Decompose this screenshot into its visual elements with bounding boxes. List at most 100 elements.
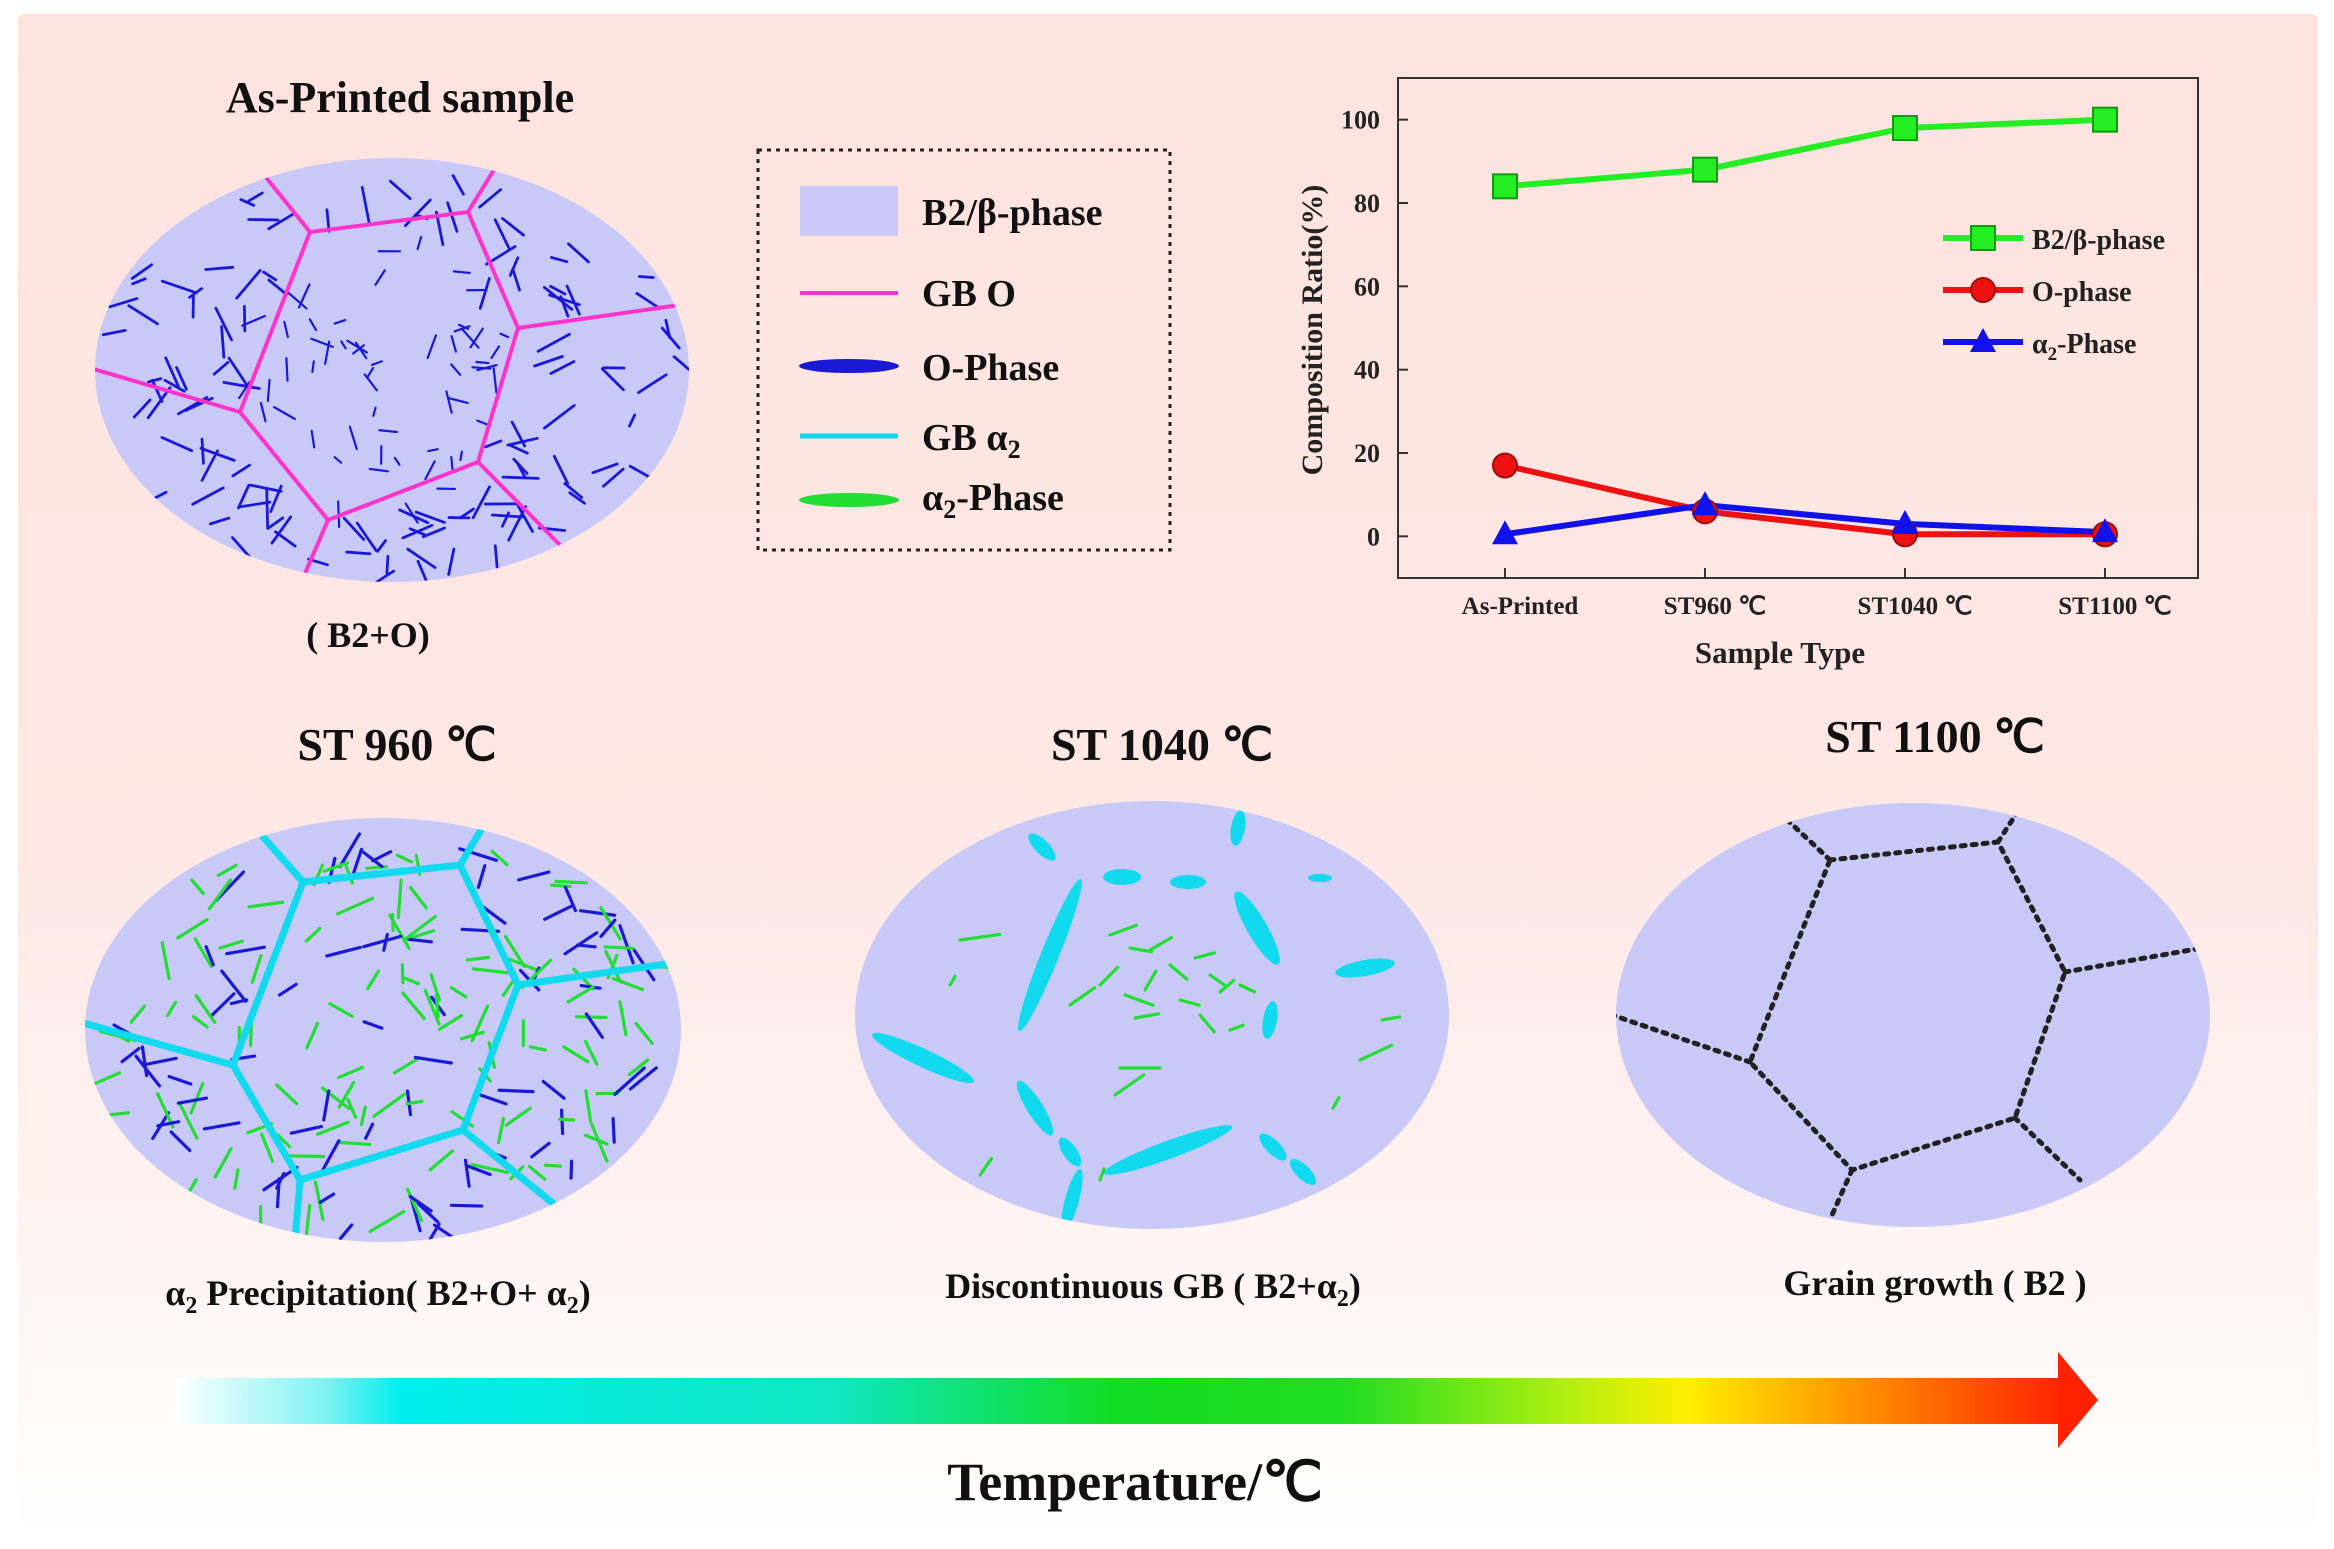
alpha2-needle — [618, 1000, 628, 1037]
alpha2-needle — [1380, 1015, 1402, 1022]
alpha2-needle — [304, 1204, 312, 1238]
alpha2-needle — [304, 926, 322, 943]
o-phase-needle — [401, 523, 434, 540]
composition-chart: 0 20 40 60 80 100 As-Printed ST960 ℃ ST1040 ℃ ST… — [1296, 77, 2199, 670]
o-phase-point — [1492, 452, 1518, 479]
alpha2-needle — [336, 1140, 372, 1147]
o-phase-needle — [563, 482, 584, 499]
b2-point — [1692, 156, 1718, 183]
o-phase-needle — [471, 485, 491, 520]
o-phase-needle — [142, 1056, 178, 1067]
alpha2-needle — [233, 1168, 240, 1191]
o-phase-needle — [266, 516, 285, 530]
alpha2-needle — [1198, 1013, 1216, 1034]
o-phase-needle — [507, 505, 527, 542]
alpha2-needle — [1113, 1073, 1146, 1097]
st1040-alpha2-needles — [948, 923, 1402, 1182]
o-phase-needle — [398, 508, 430, 525]
o-phase-needle — [372, 406, 377, 417]
alpha2-needle — [129, 1004, 147, 1024]
alpha2-needle — [561, 1045, 590, 1064]
o-phase-needle — [475, 360, 490, 365]
alpha2-needle — [372, 1092, 407, 1118]
alpha2-needle — [1218, 978, 1236, 994]
o-phase-needle — [508, 443, 529, 455]
alpha2-needle — [160, 940, 171, 981]
o-phase-needle — [131, 277, 147, 286]
alpha2-needle — [1143, 969, 1158, 992]
y-tick-label: 80 — [1354, 189, 1380, 218]
alpha2-needle — [336, 896, 375, 916]
alpha2-needle — [550, 883, 572, 889]
chart-legend-alpha2: α2-Phase — [2032, 329, 2136, 365]
alpha2-phase-ellipse-icon — [799, 493, 899, 507]
o-phase-needle — [637, 275, 655, 279]
o-phase-needle — [404, 502, 419, 524]
o-phase-needle — [461, 328, 480, 349]
alpha2-needle — [1228, 1023, 1245, 1032]
o-phase-needle — [355, 521, 378, 552]
chart-x-axis-label: Sample Type — [1695, 635, 1865, 670]
o-phase-needle — [406, 937, 433, 944]
o-phase-needle — [333, 456, 343, 464]
o-phase-needle — [559, 1108, 565, 1136]
o-phase-needle — [364, 1122, 375, 1140]
o-phase-needle — [450, 335, 458, 353]
o-phase-needle — [150, 378, 164, 403]
o-phase-needle — [451, 174, 465, 196]
o-phase-needle — [416, 235, 423, 251]
discontinuous-gb-lenses — [872, 810, 1395, 1229]
o-phase-needle — [378, 429, 399, 434]
o-phase-needle — [389, 179, 412, 200]
o-phase-needle — [476, 864, 487, 889]
o-phase-needle — [563, 931, 599, 956]
o-phase-needle — [408, 1195, 433, 1213]
y-tick-label: 40 — [1354, 356, 1380, 385]
series-line-2 — [1504, 502, 2106, 538]
alpha2-needle — [1108, 923, 1138, 937]
alpha2-needle — [408, 885, 428, 910]
o-phase-needle — [212, 361, 230, 376]
as-printed-caption: ( B2+O) — [306, 615, 430, 655]
o-phase-needle — [501, 217, 525, 237]
x-tick-label: ST960 ℃ — [1664, 593, 1766, 620]
o-phase-needle — [348, 425, 358, 451]
o-phase-needle — [283, 320, 289, 339]
alpha2-needle — [604, 949, 622, 984]
o-phase-needle — [132, 398, 152, 419]
alpha2-needle — [449, 986, 468, 999]
alpha2-point — [1892, 509, 1918, 534]
o-phase-needle — [209, 992, 236, 1018]
o-phase-needle — [565, 284, 581, 316]
o-phase-needle — [191, 486, 225, 506]
o-phase-needle — [515, 502, 534, 533]
o-phase-needle — [310, 429, 316, 449]
o-phase-needle — [229, 998, 249, 1006]
o-phase-needle — [421, 526, 446, 539]
alpha2-needle — [400, 963, 405, 985]
b2-point — [1892, 115, 1918, 141]
o-phase-needle — [371, 850, 393, 863]
o-phase-needle — [584, 1012, 604, 1039]
o-phase-needle — [200, 437, 205, 465]
dotted-grain-boundaries — [1616, 805, 2205, 1218]
alpha2-needle — [366, 969, 381, 991]
o-phase-needle — [500, 511, 511, 528]
o-phase-needle — [474, 1092, 508, 1106]
o-phase-needle — [222, 380, 261, 390]
o-phase-needle — [416, 1202, 440, 1224]
o-phase-needle — [285, 357, 289, 382]
alpha2-needle — [1358, 1043, 1394, 1062]
alpha2-needle — [434, 993, 440, 1019]
alpha2-needle — [260, 1132, 275, 1163]
alpha2-needle — [543, 1163, 562, 1168]
alpha2-needle — [1148, 935, 1174, 952]
alpha2-needle — [450, 1110, 475, 1128]
o-phase-needle — [533, 355, 564, 368]
o-phase-needle — [426, 334, 438, 360]
o-phase-needle — [354, 341, 368, 360]
legend-alpha2-triangle-icon — [1970, 328, 1996, 352]
o-phase-needle — [446, 201, 459, 233]
o-phase-needle — [259, 401, 267, 423]
x-tick-label: ST1040 ℃ — [1858, 593, 1973, 620]
